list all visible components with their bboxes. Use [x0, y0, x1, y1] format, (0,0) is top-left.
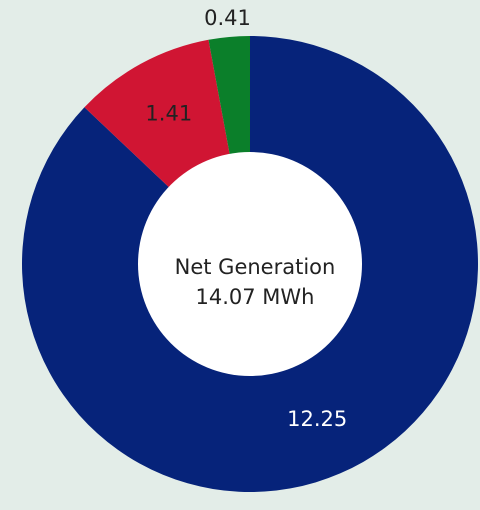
data-label: 12.25 — [287, 407, 347, 431]
center-value: 14.07 MWh — [196, 285, 315, 309]
donut-hole — [138, 152, 362, 376]
center-title: Net Generation — [175, 255, 336, 279]
data-label: 1.41 — [145, 102, 192, 126]
data-label: 0.41 — [204, 6, 251, 30]
